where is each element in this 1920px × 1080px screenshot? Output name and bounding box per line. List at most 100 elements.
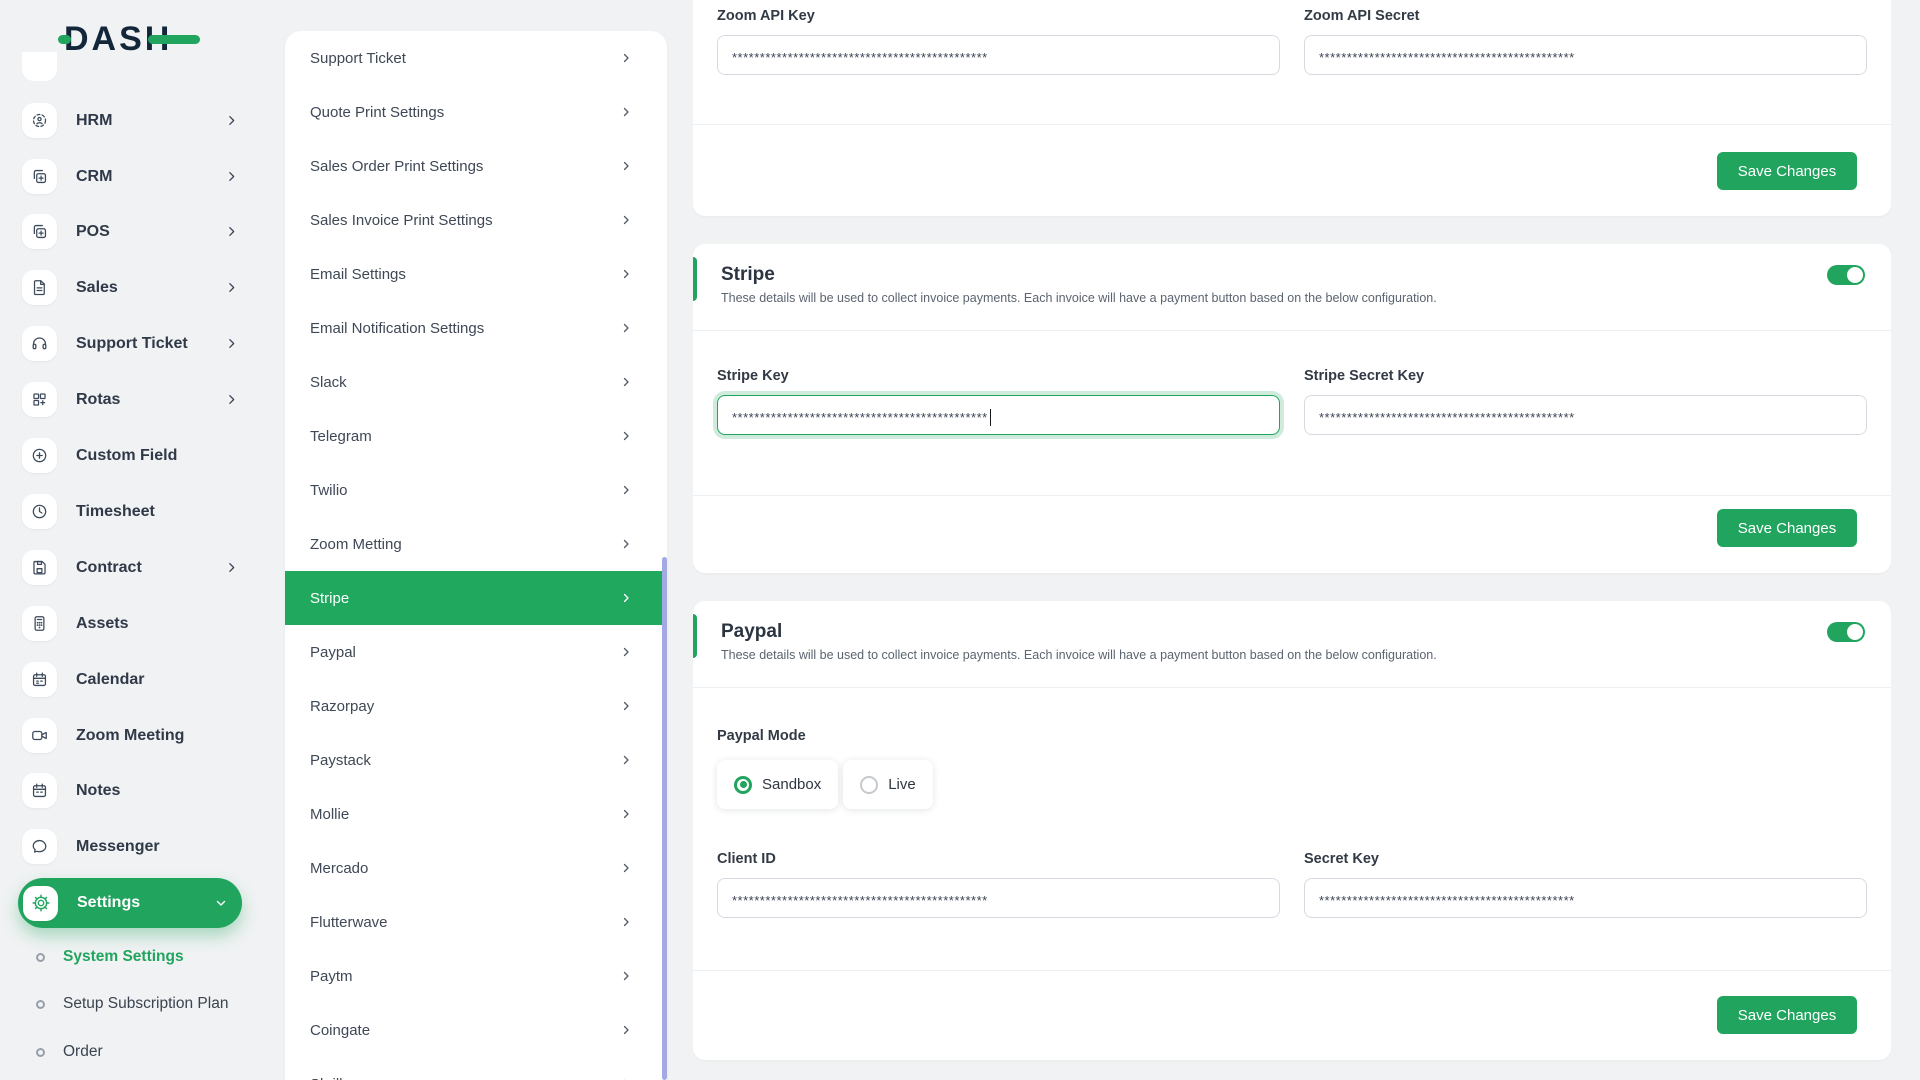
settings-nav-item-label: Zoom Metting [310, 535, 402, 553]
settings-nav-item-label: Twilio [310, 481, 348, 499]
settings-nav-item[interactable]: Flutterwave [285, 895, 667, 949]
zoom-api-secret-label: Zoom API Secret [1304, 8, 1420, 24]
secret-key-input[interactable]: ****************************************… [1304, 878, 1867, 918]
chevron-right-icon [620, 646, 632, 658]
main-content: Zoom API Key ***************************… [693, 0, 1891, 1080]
zoom-api-key-input[interactable]: ****************************************… [717, 35, 1280, 75]
stripe-key-input[interactable]: ****************************************… [717, 395, 1280, 435]
settings-nav-item[interactable]: Skrill [285, 1057, 667, 1080]
submenu-item-label: Order [63, 1043, 103, 1060]
masked-value: ****************************************… [1319, 409, 1575, 425]
bullet-icon [36, 1047, 45, 1057]
stripe-section-description: These details will be used to collect in… [721, 291, 1437, 305]
settings-nav-item-label: Telegram [310, 427, 372, 445]
sidebar-item-partial[interactable] [22, 52, 57, 81]
settings-nav-item[interactable]: Zoom Metting [285, 517, 667, 571]
sidebar-item[interactable]: Contract [22, 550, 240, 585]
settings-nav-item[interactable]: Paytm [285, 949, 667, 1003]
paypal-mode-label: Paypal Mode [717, 728, 806, 744]
bullet-icon [36, 952, 45, 962]
settings-submenu-item[interactable]: Setup Subscription Plan [36, 993, 240, 1015]
settings-nav-item[interactable]: Telegram [285, 409, 667, 463]
sidebar-item[interactable]: Messenger [22, 829, 240, 864]
stripe-secret-key-input[interactable]: ****************************************… [1304, 395, 1867, 435]
settings-nav-item[interactable]: Paystack [285, 733, 667, 787]
settings-nav-item[interactable]: Email Notification Settings [285, 301, 667, 355]
settings-submenu-item[interactable]: System Settings [36, 946, 240, 968]
chevron-right-icon [620, 484, 632, 496]
settings-nav-item-label: Mercado [310, 859, 369, 877]
chevron-right-icon [620, 1024, 632, 1036]
save-changes-button[interactable]: Save Changes [1717, 996, 1857, 1034]
sidebar-item-label: Sales [76, 278, 118, 296]
sidebar-item[interactable]: Zoom Meeting [22, 718, 240, 753]
sidebar-item-label: Zoom Meeting [76, 726, 185, 744]
sidebar-item-settings[interactable]: Settings [18, 878, 242, 928]
sidebar-item[interactable]: Rotas [22, 382, 240, 417]
chevron-right-icon [620, 106, 632, 118]
settings-submenu-item[interactable]: Order [36, 1041, 240, 1063]
save-changes-button[interactable]: Save Changes [1717, 509, 1857, 547]
settings-nav-item[interactable]: Stripe [285, 571, 667, 625]
sidebar-item[interactable]: Notes [22, 773, 240, 808]
settings-nav-item[interactable]: Twilio [285, 463, 667, 517]
settings-nav-item-label: Stripe [310, 589, 350, 607]
sidebar-item[interactable]: Calendar [22, 662, 240, 697]
settings-label: Settings [77, 894, 141, 911]
sidebar-item[interactable]: Support Ticket [22, 326, 240, 361]
chevron-right-icon [620, 268, 632, 280]
sidebar-item-label: Timesheet [76, 502, 155, 520]
sidebar-item[interactable]: Custom Field [22, 438, 240, 473]
settings-nav-item[interactable]: Razorpay [285, 679, 667, 733]
sidebar-item-icon [22, 550, 57, 585]
sidebar-item-icon [22, 606, 57, 641]
settings-nav-item[interactable]: Email Settings [285, 247, 667, 301]
stripe-enable-toggle[interactable] [1827, 265, 1865, 285]
chevron-right-icon [225, 561, 238, 574]
paypal-mode-sandbox-option[interactable]: Sandbox [717, 760, 839, 809]
chevron-right-icon [620, 160, 632, 172]
settings-nav-item[interactable]: Sales Order Print Settings [285, 139, 667, 193]
divider [693, 687, 1891, 688]
sidebar-item-label: Messenger [76, 837, 160, 855]
paypal-mode-live-option[interactable]: Live [843, 760, 933, 809]
sidebar-item-label: Custom Field [76, 446, 178, 464]
settings-nav-item-label: Skrill [310, 1076, 343, 1080]
app-logo[interactable]: DASH [58, 22, 204, 56]
sidebar-item-icon [22, 662, 57, 697]
settings-nav-item[interactable]: Coingate [285, 1003, 667, 1057]
sandbox-option-label: Sandbox [762, 776, 822, 793]
settings-nav-item[interactable]: Support Ticket [285, 31, 667, 85]
settings-nav-item[interactable]: Mollie [285, 787, 667, 841]
save-changes-button[interactable]: Save Changes [1717, 152, 1857, 190]
masked-value: ****************************************… [732, 49, 988, 65]
settings-nav-item[interactable]: Quote Print Settings [285, 85, 667, 139]
sidebar-item[interactable]: HRM [22, 103, 240, 138]
sidebar-item[interactable]: Timesheet [22, 494, 240, 529]
chevron-right-icon [620, 862, 632, 874]
submenu-item-label: Setup Subscription Plan [63, 995, 229, 1012]
client-id-input[interactable]: ****************************************… [717, 878, 1280, 918]
sidebar-item[interactable]: Assets [22, 606, 240, 641]
settings-nav-item[interactable]: Sales Invoice Print Settings [285, 193, 667, 247]
logo-accent-bar [148, 35, 200, 44]
paypal-enable-toggle[interactable] [1827, 622, 1865, 642]
settings-nav-item-label: Email Settings [310, 265, 406, 283]
sidebar-item[interactable]: CRM [22, 159, 240, 194]
primary-sidebar: DASH HRM CRM [0, 0, 260, 1080]
zoom-api-secret-input[interactable]: ****************************************… [1304, 35, 1867, 75]
sidebar-item[interactable]: Sales [22, 270, 240, 305]
chevron-right-icon [225, 114, 238, 127]
nav-scrollbar[interactable] [662, 557, 667, 1080]
sidebar-item[interactable]: POS [22, 214, 240, 249]
divider [693, 970, 1891, 971]
settings-nav-item-label: Paytm [310, 967, 353, 985]
settings-nav-item[interactable]: Paypal [285, 625, 667, 679]
text-cursor [989, 408, 992, 426]
settings-nav-item-label: Email Notification Settings [310, 319, 485, 337]
settings-nav-item[interactable]: Mercado [285, 841, 667, 895]
settings-nav-item[interactable]: Slack [285, 355, 667, 409]
settings-nav-item-label: Quote Print Settings [310, 103, 445, 121]
bullet-icon [36, 999, 45, 1009]
settings-nav-item-label: Paystack [310, 751, 371, 769]
